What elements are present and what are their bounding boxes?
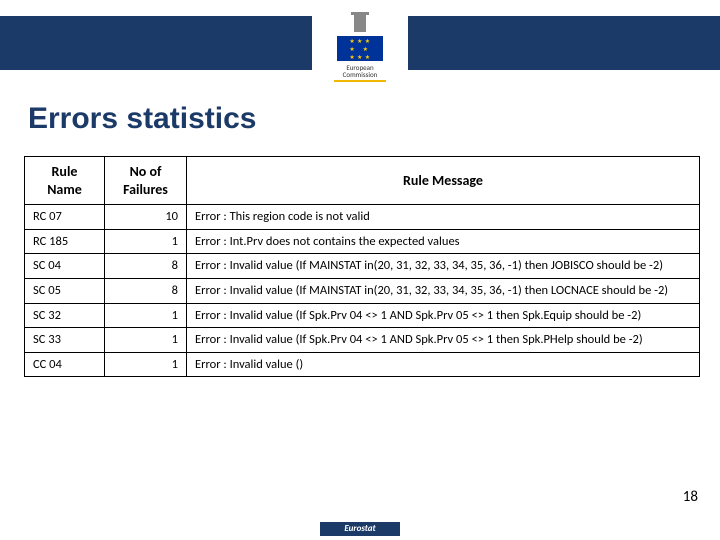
eurostat-label: Eurostat xyxy=(320,522,399,536)
ec-building-icon xyxy=(354,14,366,32)
page-title: Errors statistics xyxy=(28,102,256,136)
cell-no-failures: 1 xyxy=(105,303,187,328)
table-row: SC 058Error : Invalid value (If MAINSTAT… xyxy=(25,278,700,303)
table-row: SC 321Error : Invalid value (If Spk.Prv … xyxy=(25,303,700,328)
cell-rule-name: RC 07 xyxy=(25,205,105,230)
page-number: 18 xyxy=(683,488,698,506)
cell-no-failures: 1 xyxy=(105,352,187,377)
cell-rule-message: Error : Invalid value () xyxy=(187,352,700,377)
footer-band: Eurostat xyxy=(0,522,720,540)
cell-rule-message: Error : Invalid value (If MAINSTAT in(20… xyxy=(187,278,700,303)
cell-rule-name: SC 32 xyxy=(25,303,105,328)
table-row: RC 0710Error : This region code is not v… xyxy=(25,205,700,230)
cell-rule-message: Error : Invalid value (If Spk.Prv 04 <> … xyxy=(187,303,700,328)
cell-no-failures: 1 xyxy=(105,328,187,353)
header-no-failures: No ofFailures xyxy=(105,157,187,205)
table-row: RC 1851Error : Int.Prv does not contains… xyxy=(25,229,700,254)
cell-no-failures: 8 xyxy=(105,254,187,279)
cell-no-failures: 8 xyxy=(105,278,187,303)
cell-rule-message: Error : Int.Prv does not contains the ex… xyxy=(187,229,700,254)
cell-rule-message: Error : Invalid value (If MAINSTAT in(20… xyxy=(187,254,700,279)
cell-rule-name: SC 05 xyxy=(25,278,105,303)
header-rule-message: Rule Message xyxy=(187,157,700,205)
cell-rule-name: CC 04 xyxy=(25,352,105,377)
eu-stars-icon: ★ ★ ★★ ★★ ★ ★ xyxy=(337,36,383,61)
table-row: SC 048Error : Invalid value (If MAINSTAT… xyxy=(25,254,700,279)
cell-no-failures: 1 xyxy=(105,229,187,254)
cell-rule-message: Error : Invalid value (If Spk.Prv 04 <> … xyxy=(187,328,700,353)
cell-no-failures: 10 xyxy=(105,205,187,230)
cell-rule-name: SC 33 xyxy=(25,328,105,353)
table-header-row: RuleName No ofFailures Rule Message xyxy=(25,157,700,205)
header-rule-name: RuleName xyxy=(25,157,105,205)
table-row: SC 331Error : Invalid value (If Spk.Prv … xyxy=(25,328,700,353)
eu-flag-icon: ★ ★ ★★ ★★ ★ ★ xyxy=(337,36,383,61)
ec-logo-line2: Commission xyxy=(343,70,378,79)
errors-table-container: RuleName No ofFailures Rule Message RC 0… xyxy=(24,156,700,377)
table-row: CC 041Error : Invalid value () xyxy=(25,352,700,377)
errors-table: RuleName No ofFailures Rule Message RC 0… xyxy=(24,156,700,377)
cell-rule-name: SC 04 xyxy=(25,254,105,279)
ec-logo-underline xyxy=(334,80,386,82)
errors-tbody: RC 0710Error : This region code is not v… xyxy=(25,205,700,377)
cell-rule-message: Error : This region code is not valid xyxy=(187,205,700,230)
ec-logo-text: European Commission xyxy=(343,64,378,78)
ec-logo: ★ ★ ★★ ★★ ★ ★ European Commission xyxy=(312,8,408,82)
cell-rule-name: RC 185 xyxy=(25,229,105,254)
